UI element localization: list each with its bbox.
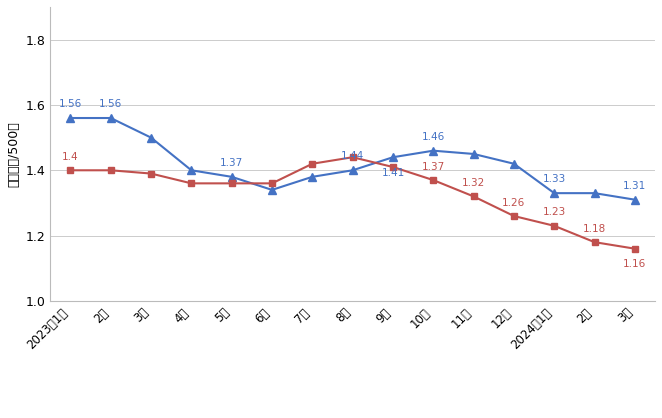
Line: 玉米: 玉米 (67, 154, 638, 252)
小麦 (510, 161, 518, 166)
玉米 (228, 181, 236, 186)
小麦 (268, 187, 276, 192)
玉米 (107, 168, 115, 173)
Text: 1.56: 1.56 (99, 99, 122, 109)
玉米 (187, 181, 195, 186)
玉米 (430, 178, 438, 183)
小麦 (550, 191, 558, 196)
小麦 (349, 168, 357, 173)
Text: 1.33: 1.33 (543, 174, 566, 184)
玉米 (389, 165, 397, 170)
小麦 (469, 151, 477, 156)
小麦 (66, 115, 74, 120)
小麦 (308, 174, 316, 179)
Text: 1.18: 1.18 (583, 224, 606, 234)
玉米 (550, 223, 558, 228)
小麦 (389, 155, 397, 160)
小麦 (228, 174, 236, 179)
玉米 (268, 181, 276, 186)
Y-axis label: 单位：元/500克: 单位：元/500克 (7, 121, 20, 187)
玉米 (591, 240, 598, 245)
Text: 1.56: 1.56 (59, 99, 82, 109)
Text: 1.46: 1.46 (422, 132, 445, 142)
玉米 (469, 194, 477, 199)
Text: 1.44: 1.44 (341, 151, 364, 161)
玉米 (308, 161, 316, 166)
Text: 1.31: 1.31 (623, 181, 647, 191)
Text: 1.4: 1.4 (62, 152, 79, 162)
小麦 (147, 135, 155, 140)
玉米 (147, 171, 155, 176)
小麦 (631, 197, 639, 202)
Text: 1.32: 1.32 (462, 178, 485, 188)
Line: 小麦: 小麦 (66, 114, 639, 204)
玉米 (66, 168, 74, 173)
Text: 1.26: 1.26 (502, 198, 526, 207)
玉米 (510, 214, 518, 219)
小麦 (187, 168, 195, 173)
Text: 1.37: 1.37 (422, 162, 445, 172)
Text: 1.37: 1.37 (220, 158, 244, 168)
Text: 1.41: 1.41 (381, 168, 404, 178)
小麦 (107, 115, 115, 120)
玉米 (349, 155, 357, 160)
Text: 1.23: 1.23 (543, 207, 566, 217)
小麦 (591, 191, 598, 196)
小麦 (430, 148, 438, 153)
玉米 (631, 246, 639, 251)
Text: 1.16: 1.16 (623, 259, 647, 269)
